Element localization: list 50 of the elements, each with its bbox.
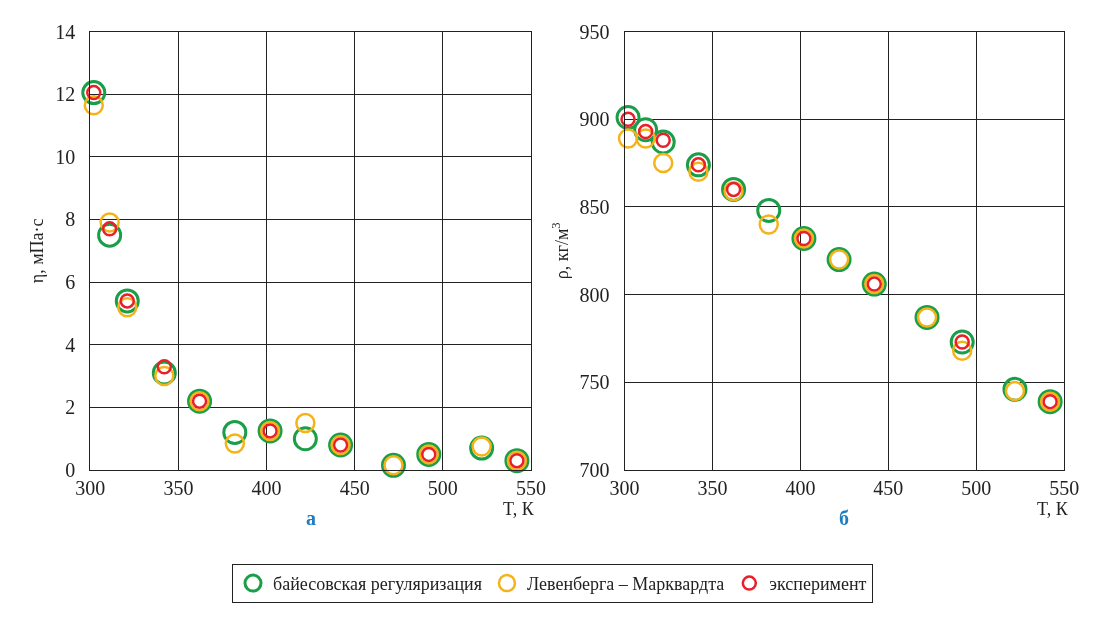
point xyxy=(685,152,711,178)
point xyxy=(81,80,107,106)
y-tick-label: 10 xyxy=(55,145,76,168)
point xyxy=(154,365,175,387)
y-tick-label: 12 xyxy=(55,83,76,106)
x-tick-label: 400 xyxy=(251,477,282,500)
point xyxy=(617,128,639,149)
point xyxy=(756,197,782,223)
legend-label: эксперимент xyxy=(769,574,867,595)
x-tick-label: 300 xyxy=(609,477,640,500)
point xyxy=(222,419,248,445)
x-tick-label: 350 xyxy=(163,477,194,500)
text: б xyxy=(839,507,849,529)
x-tick-label: 400 xyxy=(785,477,816,500)
x-tick-label: 500 xyxy=(427,477,458,500)
y-tick-label: 850 xyxy=(579,195,610,218)
x-tick-label: 550 xyxy=(1049,477,1080,500)
legend-label: Левенберга – Марквардта xyxy=(526,574,725,595)
y-tick-label: 2 xyxy=(65,396,76,419)
y-axis-title: η, мПа·с xyxy=(27,218,48,284)
y-tick-label: 8 xyxy=(65,208,76,231)
x-tick-label: 450 xyxy=(873,477,904,500)
point xyxy=(688,161,709,183)
y-tick-label: 700 xyxy=(579,459,610,482)
x-axis-title: T, К xyxy=(503,499,535,519)
point xyxy=(83,94,105,116)
x-tick-label: 300 xyxy=(75,477,106,500)
point xyxy=(615,104,641,130)
point xyxy=(295,412,316,434)
x-tick-label: 450 xyxy=(339,477,370,500)
x-tick-label: 550 xyxy=(516,477,546,500)
y-tick-label: 4 xyxy=(65,333,76,356)
point xyxy=(949,329,975,355)
x-axis-title: T, К xyxy=(1037,499,1069,519)
legend-label: байесовская регуляризация xyxy=(273,574,482,595)
y-tick-label: 0 xyxy=(65,459,76,482)
point xyxy=(224,433,246,454)
y-tick-label: 900 xyxy=(579,108,610,131)
y-tick-label: 750 xyxy=(579,371,610,394)
point xyxy=(292,426,318,452)
y-tick-label: 950 xyxy=(579,20,610,43)
y-tick-label: 14 xyxy=(55,20,76,43)
x-tick-label: 350 xyxy=(697,477,728,500)
point xyxy=(652,152,674,174)
text: а xyxy=(306,507,316,529)
point xyxy=(951,340,973,362)
x-tick-label: 500 xyxy=(961,477,992,500)
y-tick-label: 6 xyxy=(65,271,76,294)
y-tick-label: 800 xyxy=(579,283,610,306)
point xyxy=(758,214,779,235)
